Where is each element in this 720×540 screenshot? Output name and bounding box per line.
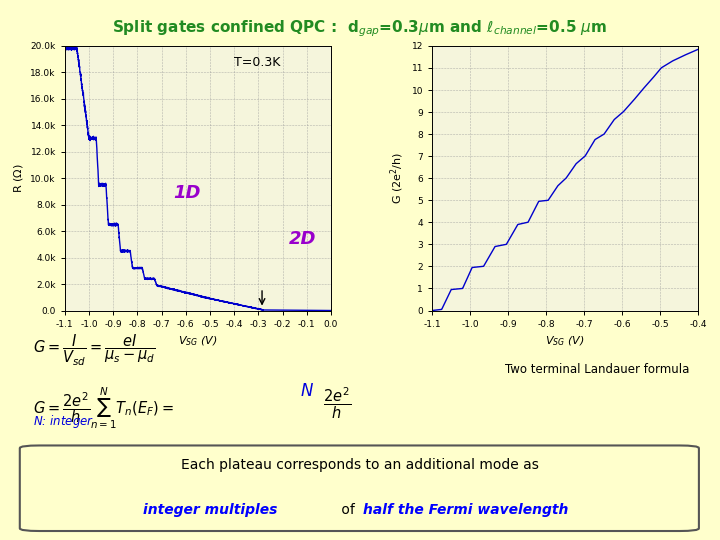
Text: 2D: 2D [289,231,316,248]
Text: T=0.3K: T=0.3K [234,56,281,69]
X-axis label: V$_{SG}$ (V): V$_{SG}$ (V) [546,334,585,348]
Text: integer multiples: integer multiples [143,503,277,517]
Text: 1D: 1D [174,184,201,202]
Text: of: of [337,503,359,517]
Text: Split gates confined QPC :  d$_{gap}$=0.3$\mu$m and $\ell_{channel}$=0.5 $\mu$m: Split gates confined QPC : d$_{gap}$=0.3… [112,19,608,39]
Text: $N$: $N$ [300,382,314,400]
Text: Two terminal Landauer formula: Two terminal Landauer formula [505,363,690,376]
Text: $G = \dfrac{2e^2}{h}\sum_{n=1}^{N}T_n(E_F) = $: $G = \dfrac{2e^2}{h}\sum_{n=1}^{N}T_n(E_… [33,386,174,431]
Text: $G = \dfrac{I}{V_{sd}} = \dfrac{eI}{\mu_s - \mu_d}$: $G = \dfrac{I}{V_{sd}} = \dfrac{eI}{\mu_… [33,332,156,368]
FancyBboxPatch shape [20,446,699,531]
Text: half the Fermi wavelength: half the Fermi wavelength [364,503,569,517]
Text: Each plateau corresponds to an additional mode as: Each plateau corresponds to an additiona… [181,458,539,472]
Text: $\dfrac{2e^2}{h}$: $\dfrac{2e^2}{h}$ [323,386,351,421]
Y-axis label: R ($\Omega$): R ($\Omega$) [12,164,25,193]
Text: $N$: integer: $N$: integer [33,413,94,430]
X-axis label: V$_{SG}$ (V): V$_{SG}$ (V) [178,334,217,348]
Y-axis label: G (2e$^2$/h): G (2e$^2$/h) [389,152,406,204]
